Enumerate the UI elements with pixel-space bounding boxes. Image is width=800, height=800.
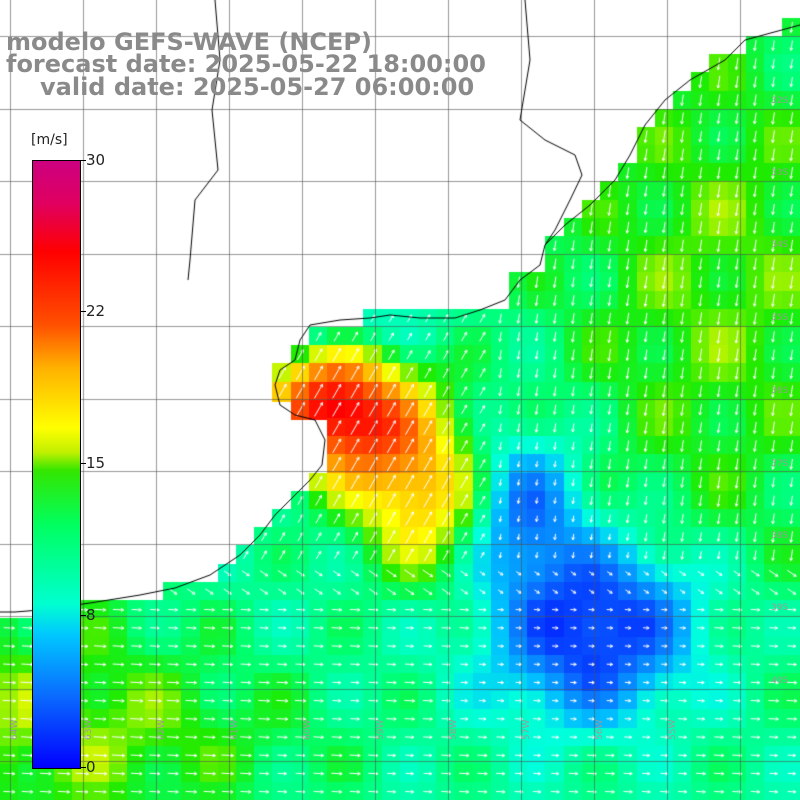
colorbar-tick-mark: [80, 767, 86, 768]
colorbar-tick-8: 8: [86, 606, 96, 624]
model-title: modelo GEFS-WAVE (NCEP): [6, 28, 372, 56]
lon-label: 60W: [303, 719, 313, 740]
colorbar-tick-0: 0: [86, 758, 96, 776]
lon-label: 59W: [376, 719, 386, 740]
lon-label: 62W: [157, 719, 167, 740]
colorbar-tick-mark: [80, 463, 86, 464]
lon-label: 63W: [84, 719, 94, 740]
colorbar: [32, 160, 81, 769]
lat-label: 40S: [771, 676, 789, 686]
lon-label: 64W: [10, 719, 20, 740]
lon-label: 55W: [668, 719, 678, 740]
forecast-date: forecast date: 2025-05-22 18:00:00: [6, 50, 486, 78]
colorbar-tick-15: 15: [86, 454, 106, 472]
colorbar-tick-22: 22: [86, 302, 106, 320]
lat-label: 35S: [771, 313, 789, 323]
lat-label: 34S: [771, 240, 789, 250]
colorbar-tick-mark: [80, 160, 86, 161]
lat-label: 37S: [771, 459, 789, 469]
lat-label: 39S: [771, 603, 789, 613]
lat-label: 38S: [771, 531, 789, 541]
colorbar-tick-mark: [80, 311, 86, 312]
lon-label: 61W: [230, 719, 240, 740]
lat-label: 33S: [771, 168, 789, 178]
lon-label: 58W: [449, 719, 459, 740]
valid-date: valid date: 2025-05-27 06:00:00: [40, 73, 475, 101]
lat-label: 32S: [771, 96, 789, 106]
lon-label: 56W: [595, 719, 605, 740]
colorbar-unit: [m/s]: [31, 132, 68, 148]
lat-label: 36S: [771, 386, 789, 396]
colorbar-tick-mark: [80, 615, 86, 616]
colorbar-tick-30: 30: [86, 151, 106, 169]
lon-label: 57W: [522, 719, 532, 740]
